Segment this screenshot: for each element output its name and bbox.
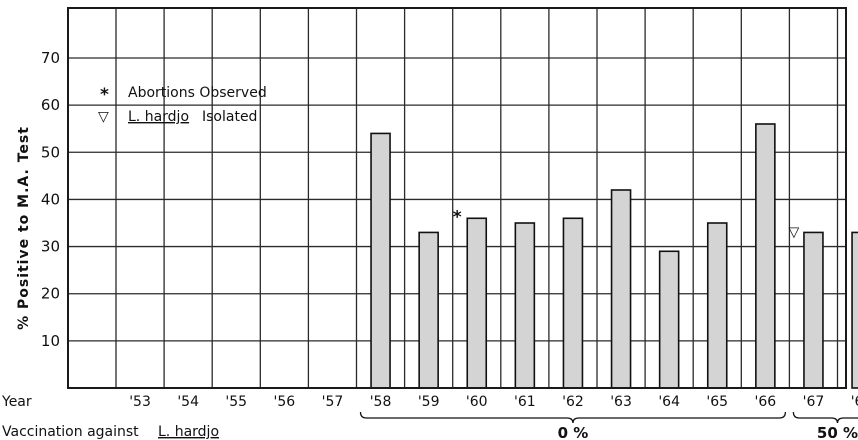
vaccination-group-label: 0 %	[558, 424, 589, 440]
y-tick-label: 50	[41, 143, 60, 161]
bar-markers: *▽	[453, 207, 800, 240]
bar	[658, 250, 680, 389]
legend-asterisk-icon: *	[100, 85, 109, 105]
vaccination-organism: L. hardjo	[158, 424, 219, 440]
bar	[562, 217, 584, 389]
y-tick-label: 40	[41, 190, 60, 208]
bar	[851, 231, 858, 389]
grid	[68, 8, 846, 388]
vaccination-group-label: 50 %	[817, 424, 858, 440]
vaccination-brace	[792, 411, 858, 424]
x-tick-label: '59	[418, 394, 440, 410]
bar-marker: *	[453, 207, 462, 227]
y-tick-label: 70	[41, 49, 60, 67]
plot-frame	[67, 7, 847, 389]
vaccination-brace	[359, 411, 787, 424]
bar	[418, 231, 439, 389]
legend-triangle-icon: ▽	[98, 109, 109, 125]
y-tick-label: 10	[41, 332, 60, 350]
x-tick-label: '54	[177, 394, 199, 410]
y-tick-label: 30	[41, 238, 60, 256]
x-tick-label: '68	[851, 394, 858, 410]
x-tick-label: '60	[466, 394, 488, 410]
legend-item-abortions: Abortions Observed	[128, 85, 267, 101]
x-tick-label: '67	[803, 394, 825, 410]
x-tick-label: '55	[225, 394, 247, 410]
bar	[370, 132, 391, 389]
x-axis-label: Year	[1, 394, 32, 410]
bar	[610, 189, 632, 389]
bar	[755, 123, 776, 389]
legend: * Abortions Observed ▽ L. hardjo Isolate…	[98, 85, 267, 125]
y-tick-label: 60	[41, 96, 60, 114]
x-tick-label: '66	[755, 394, 777, 410]
bar	[706, 222, 728, 389]
legend-item-hardjo-organism: L. hardjo	[128, 109, 189, 125]
x-tick-label: '61	[514, 394, 536, 410]
bar	[466, 217, 488, 389]
y-tick-labels: 10 20 30 40 50 60 70	[41, 49, 60, 350]
x-tick-label: '53	[129, 394, 151, 410]
x-tick-label: '65	[706, 394, 728, 410]
x-tick-label: '56	[274, 394, 296, 410]
y-axis-label: % Positive to M.A. Test	[16, 126, 32, 330]
vaccination-braces: 0 % 50 %	[359, 411, 858, 440]
vaccination-label: Vaccination against	[2, 424, 139, 440]
bar-marker: ▽	[789, 224, 800, 240]
bar	[514, 222, 536, 389]
x-tick-label: '57	[322, 394, 344, 410]
bars	[370, 123, 858, 389]
x-tick-label: '62	[562, 394, 584, 410]
x-tick-label: '63	[610, 394, 632, 410]
x-tick-label: '64	[658, 394, 680, 410]
bar	[803, 231, 824, 389]
x-tick-labels: '53 '54 '55 '56 '57 '58 '59 '60 '61 '62 '63 '64 '65 '…	[129, 394, 858, 410]
vaccination-row: Vaccination against L. hardjo 0 % 50 %	[2, 411, 858, 440]
x-tick-label: '58	[370, 394, 392, 410]
y-tick-label: 20	[41, 285, 60, 303]
legend-item-hardjo-isolated: Isolated	[202, 109, 257, 125]
